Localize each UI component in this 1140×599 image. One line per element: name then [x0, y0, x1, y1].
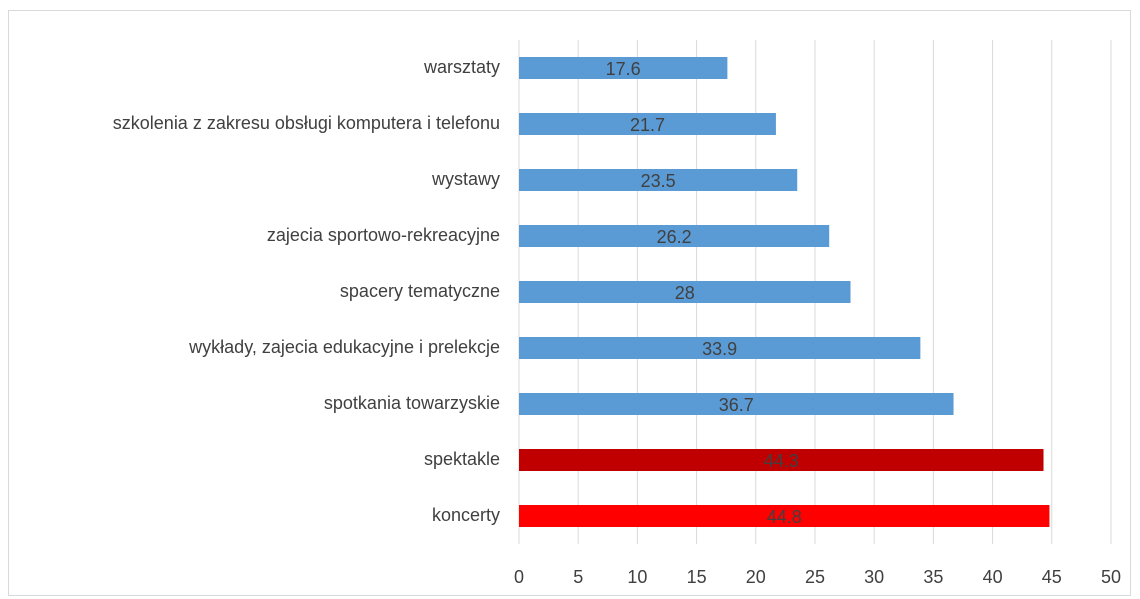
x-tick-label: 15 — [687, 567, 707, 587]
x-tick-label: 30 — [864, 567, 884, 587]
x-tick-label: 45 — [1042, 567, 1062, 587]
y-tick-label: warsztaty — [423, 57, 500, 77]
bar — [519, 505, 1050, 527]
y-tick-label: spektakle — [424, 449, 500, 469]
bar — [519, 281, 851, 303]
bar — [519, 225, 830, 247]
y-tick-label: zajecia sportowo-rekreacyjne — [267, 225, 500, 245]
data-label: 44.3 — [764, 451, 799, 471]
data-label: 33.9 — [702, 339, 737, 359]
x-tick-label: 10 — [627, 567, 647, 587]
bar — [519, 449, 1044, 471]
x-tick-label: 20 — [746, 567, 766, 587]
x-tick-label: 35 — [923, 567, 943, 587]
x-tick-label: 0 — [514, 567, 524, 587]
y-tick-label: wykłady, zajecia edukacyjne i prelekcje — [188, 337, 500, 357]
bar — [519, 57, 728, 79]
x-tick-label: 50 — [1101, 567, 1121, 587]
bar — [519, 393, 954, 415]
bar — [519, 337, 921, 359]
y-tick-label: spotkania towarzyskie — [324, 393, 500, 413]
y-tick-label: spacery tematyczne — [340, 281, 500, 301]
data-label: 36.7 — [719, 395, 754, 415]
data-label: 26.2 — [657, 227, 692, 247]
bar — [519, 169, 798, 191]
data-label: 21.7 — [630, 115, 665, 135]
data-label: 44.8 — [767, 507, 802, 527]
data-label: 23.5 — [641, 171, 676, 191]
y-tick-label: koncerty — [432, 505, 500, 525]
y-tick-label: szkolenia z zakresu obsługi komputera i … — [113, 113, 500, 133]
data-label: 28 — [675, 283, 695, 303]
x-tick-label: 5 — [573, 567, 583, 587]
x-tick-label: 25 — [805, 567, 825, 587]
x-tick-label: 40 — [983, 567, 1003, 587]
data-label: 17.6 — [606, 59, 641, 79]
y-tick-label: wystawy — [431, 169, 500, 189]
bar — [519, 113, 776, 135]
